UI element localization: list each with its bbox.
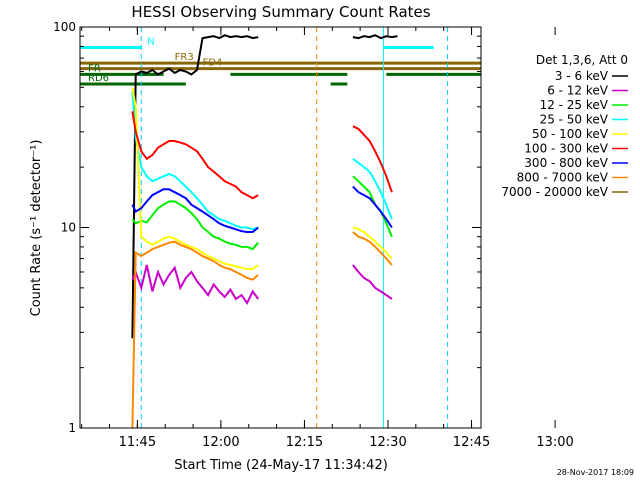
series-line-800-7000-kev <box>352 231 393 266</box>
legend-label-300-800-kev: 300 - 800 keV <box>524 156 608 170</box>
legend-label-100-300-kev: 100 - 300 keV <box>524 142 608 156</box>
y-axis-ticks: 1 10 100 <box>53 20 481 435</box>
flag-label-n: N <box>147 37 154 48</box>
series-line-300-800-kev <box>352 185 393 229</box>
series-line-50-100-kev <box>131 87 259 271</box>
y-tick-label: 100 <box>53 20 76 34</box>
x-tick-label: 12:45 <box>453 435 490 450</box>
x-tick-label: 13:00 <box>536 435 573 450</box>
series-line-300-800-kev <box>131 188 259 233</box>
y-tick-label: 10 <box>61 221 76 235</box>
series-line-12-25-kev <box>131 200 259 251</box>
legend-label-12-25-kev: 12 - 25 keV <box>540 98 609 112</box>
series-line-3-6-kev <box>131 34 259 339</box>
y-axis-label: Count Rate (s⁻¹ detector⁻¹) <box>29 140 44 317</box>
flag-label-fd4: FD4 <box>203 58 223 69</box>
series-line-100-300-kev <box>131 111 259 200</box>
series-line-100-300-kev <box>352 125 393 193</box>
x-axis-label: Start Time (24-May-17 11:34:42) <box>174 458 388 473</box>
legend-label-25-50-kev: 25 - 50 keV <box>540 113 609 127</box>
series-line-6-12-kev <box>131 264 260 305</box>
series-layer <box>131 34 398 429</box>
flag-label-fr: FR <box>88 63 101 74</box>
series-line-50-100-kev <box>352 226 393 260</box>
series-line-25-50-kev <box>131 90 259 231</box>
series-line-25-50-kev <box>352 157 393 220</box>
x-tick-label: 12:00 <box>202 435 239 450</box>
legend-label-7000-20000-kev: 7000 - 20000 keV <box>501 185 608 199</box>
x-tick-label: 12:30 <box>369 435 406 450</box>
y-tick-label: 1 <box>68 421 76 435</box>
legend-header: Det 1,3,6, Att 0 <box>536 53 628 67</box>
flag-label-rd6: RD6 <box>88 73 109 84</box>
legend-label-6-12-kev: 6 - 12 keV <box>547 84 609 98</box>
legend-label-50-100-kev: 50 - 100 keV <box>532 127 609 141</box>
x-axis-ticks: 11:45 12:00 12:15 12:30 12:45 13:00 <box>81 27 574 450</box>
x-tick-label: 11:45 <box>119 435 156 450</box>
series-line-12-25-kev <box>352 175 393 238</box>
legend-label-3-6-kev: 3 - 6 keV <box>555 69 609 83</box>
timestamp: 28-Nov-2017 18:09 <box>557 468 634 477</box>
series-line-3-6-kev <box>352 34 398 40</box>
x-tick-label: 12:15 <box>286 435 323 450</box>
series-line-800-7000-kev <box>131 240 259 429</box>
chart-title: HESSI Observing Summary Count Rates <box>131 3 430 21</box>
legend-label-800-7000-kev: 800 - 7000 keV <box>517 171 609 185</box>
series-line-6-12-kev <box>352 264 393 300</box>
flag-label-fr3: FR3 <box>175 52 194 63</box>
